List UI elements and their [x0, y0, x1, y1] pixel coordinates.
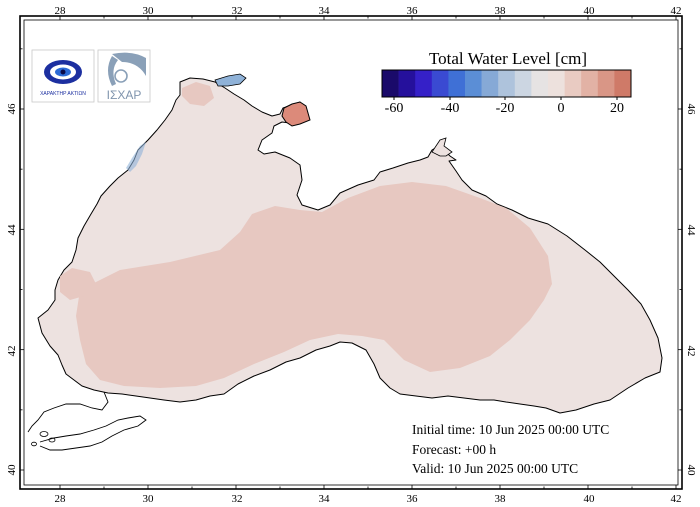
institution-logo-left: ΧΑΡΑΚΤΗΡ ΑΚΤΙΩΝ: [31, 49, 95, 103]
positive-anomaly-region: [60, 268, 96, 300]
lon-tick-label: 36: [407, 5, 419, 17]
colorbar-swatch: [481, 70, 499, 97]
colorbar-tick-marks: [393, 97, 618, 100]
lat-tick-label: 46: [6, 103, 18, 115]
colorbar-tick-label: -40: [441, 101, 460, 116]
colorbar-title: Total Water Level [cm]: [429, 49, 587, 68]
lat-tick-labels-left: 40 42 44 46: [6, 103, 18, 476]
lon-tick-label: 32: [232, 493, 243, 505]
lon-tick-labels-bottom: 28 30 32 34 36 38 40 42: [55, 493, 682, 505]
colorbar-swatch: [448, 70, 466, 97]
lon-tick-label: 28: [55, 5, 67, 17]
lon-tick-label: 38: [495, 5, 507, 17]
marmara-islands: [31, 431, 56, 447]
lon-tick-label: 40: [584, 493, 596, 505]
lat-tick-label: 42: [685, 346, 697, 357]
azov-high-water: [281, 101, 311, 127]
forecast-info: Initial time: 10 Jun 2025 00:00 UTC Fore…: [412, 422, 609, 476]
danube-delta-low-water: [126, 142, 146, 172]
lon-tick-label: 42: [671, 493, 682, 505]
colorbar-swatch: [531, 70, 549, 97]
colorbar-border: [381, 69, 632, 98]
lon-tick-label: 34: [319, 5, 331, 17]
colorbar-swatch: [382, 70, 399, 97]
lagoon-low-water: [214, 73, 247, 87]
valid-time-text: Valid: 10 Jun 2025 00:00 UTC: [412, 461, 578, 476]
lat-tick-label: 40: [685, 465, 697, 477]
colorbar-swatch: [514, 70, 532, 97]
colorbar-tick-label: 0: [558, 101, 565, 116]
water-level-field: [60, 82, 552, 388]
lat-tick-label: 46: [685, 104, 697, 116]
colorbar-swatch: [614, 70, 632, 97]
positive-anomaly-region: [182, 82, 214, 106]
colorbar-swatch: [498, 70, 516, 97]
colorbar: Total Water Level [cm] -60 -40 -20 0 20: [381, 49, 632, 116]
colorbar-swatch: [465, 70, 482, 97]
lon-tick-label: 36: [407, 493, 419, 505]
map-frame: [19, 15, 683, 490]
lon-tick-label: 32: [232, 5, 243, 17]
lat-tick-labels-right: 40 42 44 46: [685, 104, 697, 477]
colorbar-swatch: [581, 70, 599, 97]
colorbar-swatch: [597, 70, 615, 97]
lon-tick-labels-top: 28 30 32 34 36 38 40 42: [55, 5, 682, 17]
lat-tick-label: 44: [6, 224, 18, 236]
taman-inlet: [431, 137, 453, 157]
forecast-step-text: Forecast: +00 h: [412, 442, 496, 457]
lon-tick-label: 30: [143, 493, 155, 505]
institution-logo-right: ΙΣΧΑΡ: [97, 49, 151, 103]
frame-tick-marks: [20, 16, 682, 489]
lon-tick-label: 30: [143, 5, 155, 17]
colorbar-swatch: [548, 70, 565, 97]
lon-tick-label: 34: [319, 493, 331, 505]
lat-tick-label: 40: [6, 464, 18, 476]
positive-anomaly-region: [76, 182, 552, 388]
colorbar-swatch: [564, 70, 582, 97]
colorbar-swatch: [415, 70, 433, 97]
right-logo-caption: ΙΣΧΑΡ: [107, 88, 142, 102]
marmara-coastline: [27, 391, 147, 451]
initial-time-text: Initial time: 10 Jun 2025 00:00 UTC: [412, 422, 609, 437]
left-logo-caption: ΧΑΡΑΚΤΗΡ ΑΚΤΙΩΝ: [40, 91, 86, 97]
positive-anomaly-region: [520, 240, 548, 270]
colorbar-swatch: [398, 70, 416, 97]
lat-tick-label: 42: [6, 346, 18, 357]
colorbar-tick-label: -60: [385, 101, 404, 116]
lon-tick-label: 40: [584, 5, 596, 17]
colorbar-swatches: [382, 70, 632, 97]
lat-tick-label: 44: [685, 225, 697, 237]
wave-logo-icon: [112, 52, 146, 76]
colorbar-tick-label: -20: [496, 101, 515, 116]
colorbar-tick-label: 20: [610, 101, 624, 116]
lon-tick-label: 38: [495, 493, 507, 505]
lon-tick-label: 42: [671, 5, 682, 17]
lon-tick-label: 28: [55, 493, 67, 505]
colorbar-swatch: [431, 70, 449, 97]
